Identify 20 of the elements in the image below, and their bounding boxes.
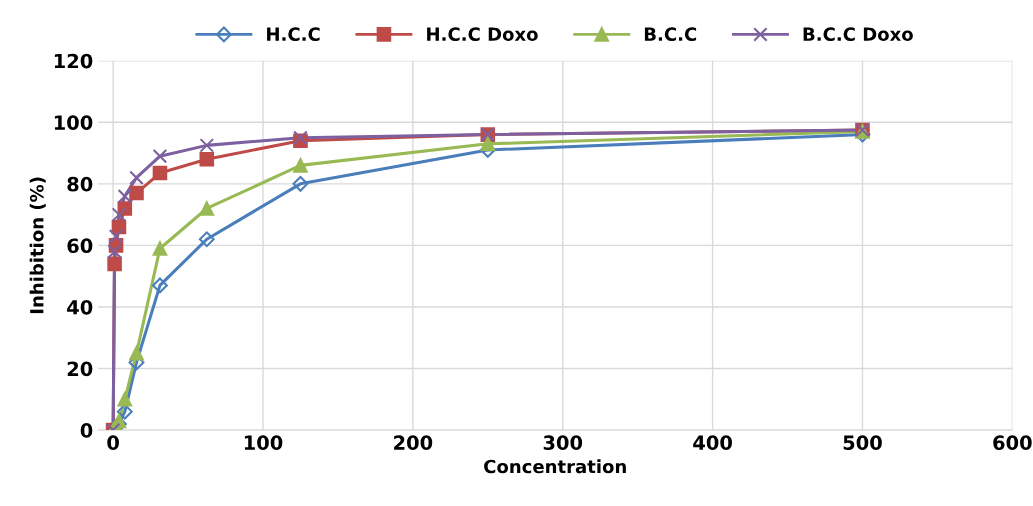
x-tick-label: 400	[693, 435, 732, 451]
x-axis-title: Concentration	[484, 459, 626, 474]
x-tick-label: 300	[543, 435, 583, 451]
y-tick-label: 100	[54, 115, 93, 130]
x-tick-label: 0	[107, 435, 119, 451]
x-tick-label: 500	[843, 435, 882, 451]
y-tick-label: 80	[67, 176, 93, 192]
y-tick-label: 40	[67, 299, 93, 315]
y-axis-title: Inhibition (%)	[29, 177, 46, 314]
x-tick-label: 100	[244, 435, 283, 451]
x-tick-label: 600	[993, 435, 1032, 451]
legend-label: H.C.C Doxo	[427, 27, 538, 41]
legend-label: H.C.C	[267, 27, 320, 41]
x-tick-label: 200	[394, 435, 433, 451]
legend-label: B.C.C Doxo	[803, 27, 913, 41]
y-tick-label: 60	[67, 238, 93, 254]
legend-label: B.C.C	[644, 27, 697, 41]
y-tick-label: 120	[54, 53, 93, 69]
y-tick-label: 20	[67, 361, 93, 377]
y-tick-label: 0	[80, 423, 93, 438]
